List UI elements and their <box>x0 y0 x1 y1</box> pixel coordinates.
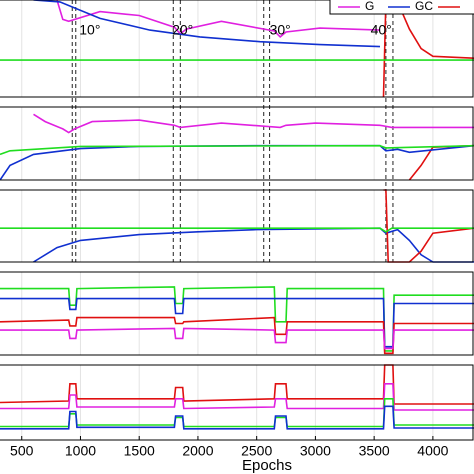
x-tick-label: 3500 <box>359 443 390 459</box>
x-tick-label: 3000 <box>300 443 331 459</box>
series-line <box>0 286 474 352</box>
series-line <box>0 327 474 350</box>
series-line <box>33 0 381 48</box>
series-line <box>33 227 474 263</box>
panel-frame <box>0 364 474 441</box>
legend-label: G <box>365 0 374 13</box>
series-line <box>0 227 474 233</box>
series-line <box>0 297 474 348</box>
panel-frame <box>0 0 474 98</box>
series-line <box>0 398 474 428</box>
x-tick-label: 4000 <box>417 443 448 459</box>
panel-frame <box>0 106 474 181</box>
series-line <box>0 364 474 405</box>
series-line <box>383 189 474 263</box>
panel-frame <box>0 189 474 263</box>
x-tick-label: 2000 <box>182 443 213 459</box>
x-tick-label: 1500 <box>124 443 155 459</box>
x-tick-label: 500 <box>10 443 34 459</box>
series-line <box>0 144 474 156</box>
x-axis-label: Epochs <box>242 457 292 474</box>
series-line <box>382 0 474 98</box>
annotation: 30° <box>270 22 291 38</box>
annotation: 20° <box>172 22 193 38</box>
series-line <box>56 0 381 38</box>
x-tick-label: 2500 <box>241 443 272 459</box>
legend-label: GC <box>415 0 433 13</box>
annotation: 40° <box>371 22 392 38</box>
series-line <box>0 316 474 355</box>
series-line <box>0 383 474 411</box>
x-tick-label: 1000 <box>65 443 96 459</box>
legend: G GC <box>329 0 474 15</box>
series-line <box>0 405 474 430</box>
annotation: 10° <box>79 22 100 38</box>
series-line <box>0 144 474 181</box>
series-line <box>33 113 474 134</box>
panel-frame <box>0 271 474 356</box>
